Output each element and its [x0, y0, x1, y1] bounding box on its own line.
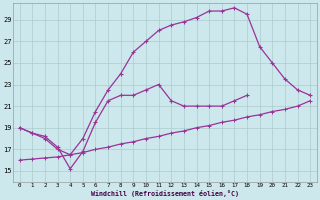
X-axis label: Windchill (Refroidissement éolien,°C): Windchill (Refroidissement éolien,°C): [91, 190, 239, 197]
